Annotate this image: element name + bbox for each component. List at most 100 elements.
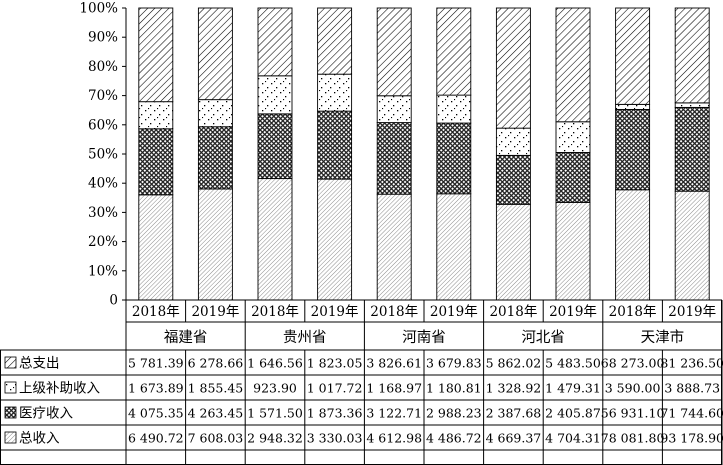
table-value: 2 988.23 [426,406,482,421]
table-value: 2 405.87 [545,406,601,421]
category-label: 2018年 [370,304,418,320]
bar-segment [555,7,591,123]
table-value: 6 490.72 [128,431,184,446]
legend-swatch [4,431,17,444]
y-tick-label: 80% [88,59,118,75]
table-value: 1 180.81 [426,381,482,396]
category-label: 2019年 [549,304,597,320]
bar-segment [436,193,472,301]
bar-segment [674,102,710,108]
bar-segment [257,75,293,115]
bar-segment [257,7,293,77]
category-label: 2018年 [251,304,299,320]
table-value: 4 704.31 [545,431,601,446]
table-value: 71 744.60 [660,406,723,421]
table-value: 1 855.45 [188,381,244,396]
table-value: 4 669.37 [486,431,542,446]
bar-segment [495,203,531,301]
bar-segment [317,110,353,180]
bar-segment [555,201,591,301]
y-tick-label: 70% [88,88,118,104]
bar-segment [555,121,591,153]
table-value: 93 178.90 [660,431,723,446]
table-value: 3 679.83 [426,356,482,371]
bar-segment [138,7,174,103]
bar-segment [317,178,353,301]
y-tick-label: 20% [88,234,118,250]
bar-segment [376,193,412,301]
table-value: 4 612.98 [366,431,422,446]
bar-segment [138,194,174,301]
legend-label: 上级补助收入 [19,381,100,397]
legend-swatch [4,406,17,419]
bar-segment [495,7,531,129]
category-label: 2018年 [132,304,180,320]
table-value: 68 273.00 [601,356,665,371]
bar-segment [436,7,472,96]
category-label: 2018年 [489,304,537,320]
bar-segment [376,95,412,124]
bar-segment [495,127,531,156]
table-value: 7 608.03 [188,431,244,446]
table-value: 4 486.72 [426,431,482,446]
y-tick-label: 60% [88,117,118,133]
group-label: 天津市 [641,329,685,346]
bar-segment [615,108,651,191]
table-value: 3 888.73 [664,381,720,396]
legend-label: 医疗收入 [19,406,73,422]
table-value: 3 122.71 [366,406,422,421]
bar-segment [197,99,233,128]
category-label: 2019年 [311,304,359,320]
bar-segment [138,101,174,130]
y-tick-label: 40% [88,176,118,192]
legend-swatch [4,356,17,369]
y-tick-label: 30% [88,205,118,221]
table-value: 56 931.10 [601,406,665,421]
bar-segment [674,106,710,192]
bar-segment [674,7,710,104]
table-value: 2 387.68 [486,406,542,421]
legend-label: 总支出 [19,356,60,372]
category-label: 2018年 [609,304,657,320]
bar-segment [317,7,353,75]
y-tick-label: 100% [79,1,118,17]
bar-segment [138,128,174,196]
bar-segment [257,178,293,301]
table-value: 5 483.50 [545,356,601,371]
legend-swatch [4,381,17,394]
bar-segment [436,94,472,124]
legend-label: 总收入 [19,431,60,447]
table-value: 5 862.02 [486,356,542,371]
table-value: 81 236.50 [660,356,723,371]
table-value: 1 017.72 [307,381,363,396]
group-label: 河北省 [521,329,565,346]
bar-segment [376,122,412,195]
y-tick-label: 90% [88,30,118,46]
table-value: 4 075.35 [128,406,184,421]
category-label: 2019年 [668,304,716,320]
table-value: 1 873.36 [307,406,363,421]
table-value: 78 081.80 [601,431,665,446]
y-tick-label: 0 [109,293,118,309]
bar-segment [257,113,293,180]
table-value: 1 823.05 [307,356,363,371]
table-value: 1 479.31 [545,381,601,396]
table-value: 923.90 [253,381,297,396]
bar-segment [436,122,472,195]
table-value: 3 590.00 [605,381,661,396]
bar-segment [197,188,233,301]
bar-segment [615,103,651,110]
bar-segment [197,126,233,190]
bar-segment [495,154,531,205]
table-value: 6 278.66 [188,356,244,371]
table-value: 2 948.32 [247,431,303,446]
y-tick-label: 10% [88,263,118,279]
table-value: 3 330.03 [307,431,363,446]
group-label: 河南省 [402,329,446,346]
table-value: 1 328.92 [486,381,542,396]
bar-segment [197,7,233,101]
bar-segment [674,190,710,301]
bar-segment [376,7,412,97]
table-value: 3 826.61 [366,356,422,371]
group-label: 贵州省 [283,329,327,346]
